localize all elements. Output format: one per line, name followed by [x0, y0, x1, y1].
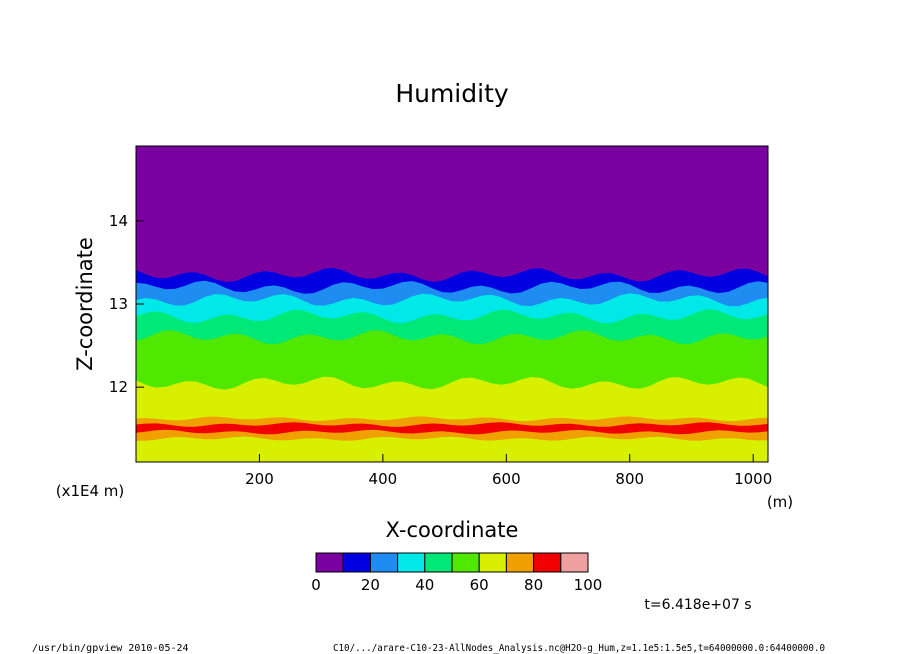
colorbar-swatch: [424, 552, 453, 573]
plot-area: [136, 146, 768, 462]
y-axis-ticks: 12 13 14: [109, 212, 144, 396]
colorbar-swatch: [342, 552, 371, 573]
colorbar-tick-label: 20: [361, 576, 380, 594]
colorbar-tick-label: 80: [524, 576, 543, 594]
colorbar-swatch: [505, 552, 535, 573]
x-axis-ticks: 200 400 600 800 1000: [245, 454, 772, 488]
x-axis-unit: (m): [767, 493, 793, 511]
colorbar-tick-label: 0: [311, 576, 321, 594]
colorbar-swatch: [533, 552, 562, 573]
x-tick-label: 1000: [734, 470, 772, 488]
contour-band: [136, 447, 768, 462]
colorbar-swatch: [397, 552, 426, 573]
footer-left: /usr/bin/gpview 2010-05-24: [32, 643, 189, 654]
colorbar-swatch: [451, 552, 480, 573]
colorbar-swatch: [478, 552, 507, 573]
y-tick-label: 12: [109, 378, 128, 396]
x-axis-label: X-coordinate: [386, 518, 519, 542]
y-tick-label: 13: [109, 295, 128, 313]
x-tick-label: 200: [245, 470, 274, 488]
footer-right: C10/.../arare-C10-23-AllNodes_Analysis.n…: [333, 643, 825, 654]
x-tick-label: 400: [369, 470, 398, 488]
y-axis-scale-label: (x1E4 m): [56, 482, 125, 500]
time-annotation: t=6.418e+07 s: [644, 597, 751, 613]
colorbar: 0 20 40 60 80 100: [311, 552, 603, 594]
colorbar-swatch: [560, 552, 589, 573]
chart-title: Humidity: [395, 79, 509, 108]
colorbar-tick-label: 100: [574, 576, 603, 594]
colorbar-swatch: [315, 552, 344, 573]
x-tick-label: 800: [615, 470, 644, 488]
x-tick-label: 600: [492, 470, 521, 488]
colorbar-swatch: [369, 552, 399, 573]
colorbar-tick-label: 40: [415, 576, 434, 594]
y-tick-label: 14: [109, 212, 128, 230]
colorbar-tick-label: 60: [470, 576, 489, 594]
y-axis-label: Z-coordinate: [73, 237, 97, 371]
